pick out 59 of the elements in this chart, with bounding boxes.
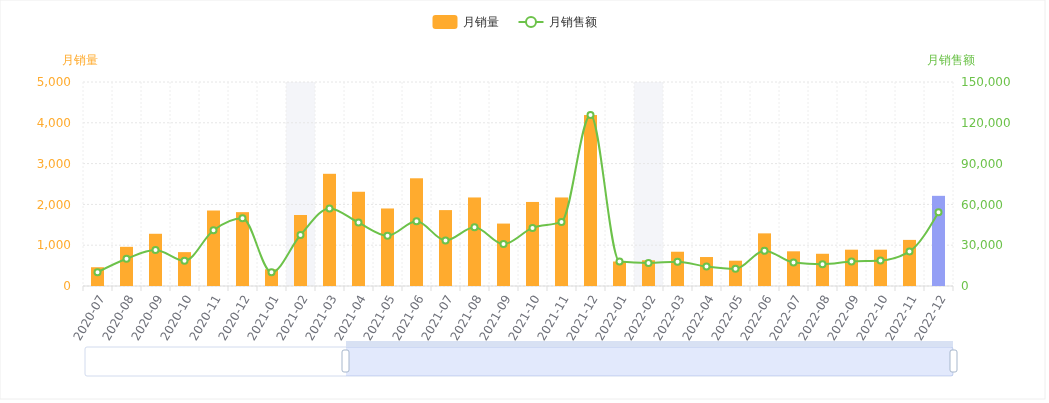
point xyxy=(876,256,885,265)
bar xyxy=(526,201,539,286)
y2-axis-title: 月销售额 xyxy=(927,53,975,67)
y2-tick-label: 30,000 xyxy=(961,238,1003,253)
legend-label: 月销售额 xyxy=(548,15,597,30)
point xyxy=(267,268,276,277)
y-tick-label: 1,000 xyxy=(36,238,71,253)
point xyxy=(557,217,566,226)
point xyxy=(673,257,682,266)
point xyxy=(238,214,247,223)
point xyxy=(470,223,479,232)
point xyxy=(615,257,624,266)
bar xyxy=(352,191,365,286)
point xyxy=(325,204,334,213)
point xyxy=(209,226,218,235)
point xyxy=(760,246,769,255)
point xyxy=(180,256,189,265)
bar xyxy=(207,210,220,286)
bar xyxy=(381,208,394,286)
bar xyxy=(149,233,162,286)
point xyxy=(151,246,160,255)
bar xyxy=(323,173,336,286)
point xyxy=(847,257,856,266)
point xyxy=(818,260,827,269)
bar xyxy=(932,195,945,286)
point xyxy=(499,240,508,249)
bar xyxy=(410,178,423,286)
y-tick-label: 0 xyxy=(63,279,71,294)
y-tick-label: 2,000 xyxy=(36,197,71,212)
bar xyxy=(555,197,568,286)
y2-tick-label: 0 xyxy=(961,279,969,294)
point xyxy=(441,236,450,245)
bar xyxy=(468,197,481,286)
point xyxy=(934,208,943,217)
bar xyxy=(236,212,249,286)
y-axis-title: 月销量 xyxy=(62,53,98,67)
point xyxy=(412,217,421,226)
point xyxy=(122,254,131,263)
y2-tick-label: 60,000 xyxy=(961,197,1003,212)
point xyxy=(528,223,537,232)
y-tick-label: 3,000 xyxy=(36,156,71,171)
y-tick-label: 4,000 xyxy=(36,116,71,130)
point xyxy=(586,110,595,119)
y2-tick-label: 90,000 xyxy=(961,156,1003,171)
point xyxy=(702,262,711,271)
bar xyxy=(584,115,597,286)
bar xyxy=(497,223,510,286)
bar xyxy=(439,210,452,286)
point xyxy=(905,247,914,256)
point xyxy=(354,218,363,227)
y-tick-label: 5,000 xyxy=(36,75,71,90)
legend-label: 月销量 xyxy=(462,15,499,30)
point xyxy=(789,258,798,267)
y2-tick-label: 120,000 xyxy=(961,116,1011,130)
y2-tick-label: 150,000 xyxy=(961,75,1011,90)
point xyxy=(296,231,305,239)
bar xyxy=(294,215,307,286)
point xyxy=(644,258,653,267)
point xyxy=(383,231,392,240)
